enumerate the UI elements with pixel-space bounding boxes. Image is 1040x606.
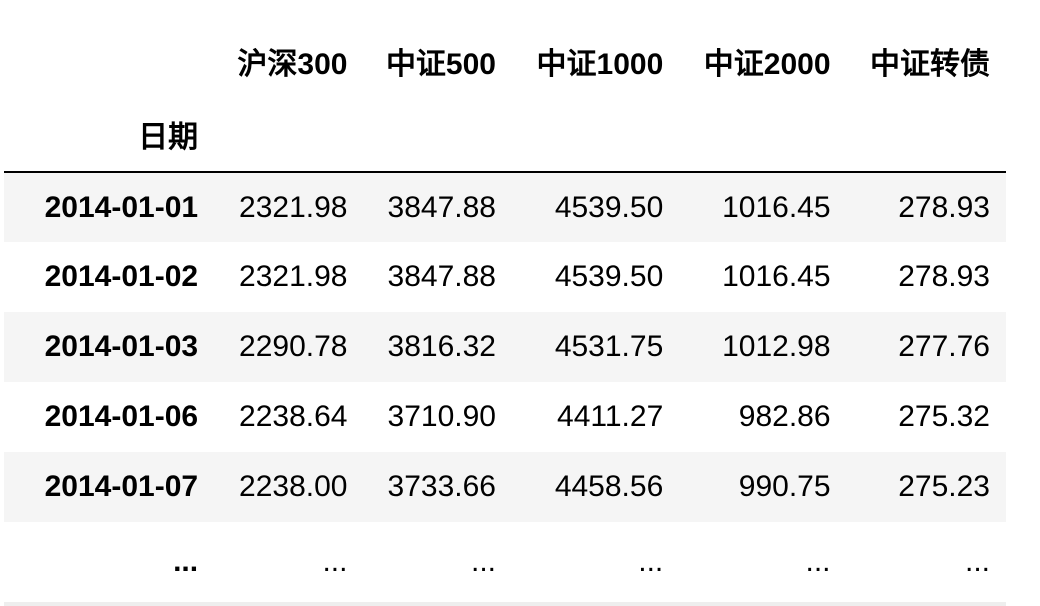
column-header: 中证1000	[536, 47, 664, 81]
table-cell: 1016.45	[722, 190, 831, 224]
empty-header-cell	[681, 96, 849, 173]
cell-ellipsis: ...	[216, 522, 366, 606]
table-cell: 990.75	[738, 470, 831, 503]
row-index: 2014-01-07	[44, 470, 199, 503]
table-cell: 4539.50	[554, 190, 664, 224]
table-cell: 3733.66	[387, 470, 496, 503]
column-header-row: 沪深300 中证500 中证1000 中证2000 中证转债	[4, 25, 1006, 96]
table-cell: 1012.98	[722, 330, 831, 363]
column-header: 中证转债	[870, 47, 990, 81]
table-cell: 4458.56	[554, 470, 664, 503]
empty-header-cell	[365, 96, 514, 173]
empty-header-cell	[514, 96, 682, 173]
column-header: 沪深300	[237, 47, 348, 81]
index-name: 日期	[4, 96, 217, 173]
table-row: 2014-01-03 2290.78 3816.32 4531.75 1012.…	[4, 312, 1006, 382]
empty-header-cell	[848, 96, 1006, 173]
row-index: 2014-01-03	[44, 330, 199, 363]
column-header: 中证500	[385, 47, 496, 81]
cell-ellipsis: ...	[365, 522, 514, 606]
cell-ellipsis: ...	[681, 522, 849, 606]
table-cell: 3847.88	[387, 260, 496, 293]
empty-header-cell	[216, 96, 366, 173]
table-cell: 278.93	[898, 260, 990, 293]
table-cell: 3847.88	[387, 190, 496, 224]
table-cell: 2238.64	[239, 400, 348, 433]
cell-ellipsis: ...	[848, 522, 1006, 606]
table-cell: 4531.75	[554, 330, 664, 363]
index-corner-cell	[4, 25, 216, 96]
table-cell: 2238.00	[239, 470, 348, 503]
table-cell: 275.23	[898, 470, 990, 503]
table-cell: 2290.78	[239, 330, 348, 363]
table-cell: 2321.98	[239, 190, 348, 224]
table-cell: 275.32	[898, 400, 990, 433]
table-cell: 277.76	[898, 330, 990, 363]
column-header: 中证2000	[703, 47, 831, 81]
table-cell: 4411.27	[557, 400, 664, 433]
table-cell: 3816.32	[387, 330, 496, 363]
table-body: 2014-01-01 2321.98 3847.88 4539.50 1016.…	[4, 172, 1006, 606]
table-cell: 4539.50	[554, 260, 664, 293]
truncated-rows-ellipsis: ... ... ... ... ... ...	[4, 522, 1006, 606]
table-cell: 2321.98	[239, 260, 348, 293]
table-header: 沪深300 中证500 中证1000 中证2000 中证转债 日期	[4, 25, 1006, 173]
row-index: 2014-01-01	[44, 190, 199, 224]
table-row: 2014-01-06 2238.64 3710.90 4411.27 982.8…	[4, 382, 1006, 452]
table-row: 2014-01-02 2321.98 3847.88 4539.50 1016.…	[4, 242, 1006, 312]
table-cell: 982.86	[738, 400, 831, 433]
table-cell: 3710.90	[387, 400, 496, 433]
row-index: 2014-01-06	[44, 400, 199, 433]
dataframe-table: 沪深300 中证500 中证1000 中证2000 中证转债 日期 2014-0…	[4, 25, 1006, 606]
index-name-row: 日期	[4, 96, 1006, 173]
row-index: 2014-01-02	[44, 260, 199, 293]
table-cell: 278.93	[898, 190, 990, 224]
table-cell: 1016.45	[722, 260, 831, 293]
row-index-ellipsis: ...	[4, 522, 217, 606]
table-row: 2014-01-01 2321.98 3847.88 4539.50 1016.…	[4, 172, 1006, 242]
table-row: 2014-01-07 2238.00 3733.66 4458.56 990.7…	[4, 452, 1006, 522]
cell-ellipsis: ...	[514, 522, 682, 606]
